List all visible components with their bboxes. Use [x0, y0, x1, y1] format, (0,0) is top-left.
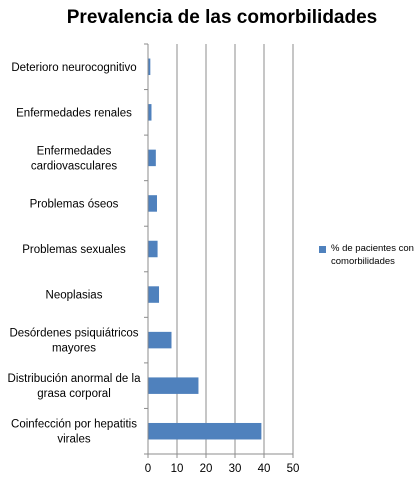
bar-8 — [148, 422, 262, 440]
legend-swatch — [319, 246, 326, 253]
bar-1 — [148, 104, 152, 121]
category-label-2: Enfermedades cardiovasculares — [31, 145, 118, 172]
bar-2 — [148, 149, 156, 167]
category-label-0: Deterioro neurocognitivo — [11, 62, 136, 74]
bar-4 — [148, 240, 158, 258]
axes — [144, 43, 294, 458]
x-tick-label-1: 10 — [171, 463, 184, 475]
x-tick-label-4: 40 — [258, 463, 271, 475]
category-label-1: Enfermedades renales — [16, 107, 132, 119]
legend: % de pacientes con comorbilidades — [319, 243, 414, 267]
legend-label: % de pacientes con comorbilidades — [331, 243, 414, 267]
category-label-7: Distribución anormal de la grasa corporal — [8, 373, 142, 400]
category-label-4: Problemas sexuales — [22, 244, 126, 256]
x-tick-label-3: 30 — [229, 463, 242, 475]
bar-6 — [148, 331, 172, 349]
x-tick-label-0: 0 — [145, 463, 151, 475]
bar-7 — [148, 377, 199, 394]
bar-5 — [148, 286, 160, 303]
category-label-5: Neoplasias — [46, 290, 103, 302]
category-labels: Deterioro neurocognitivo Enfermedades ren… — [8, 62, 142, 446]
chart-title: Prevalencia de las comorbilidades — [67, 7, 377, 28]
category-label-6: Desórdenes psiquiátricos mayores — [9, 328, 138, 355]
x-tick-label-2: 20 — [200, 463, 213, 475]
category-label-8: Coinfección por hepatitis virales — [11, 419, 137, 446]
category-label-3: Problemas óseos — [30, 198, 119, 210]
x-tick-labels: 0 10 20 30 40 50 — [145, 463, 300, 475]
bars — [148, 58, 262, 440]
bar-3 — [148, 195, 157, 212]
bar-0 — [148, 58, 151, 76]
x-tick-label-5: 50 — [287, 463, 300, 475]
